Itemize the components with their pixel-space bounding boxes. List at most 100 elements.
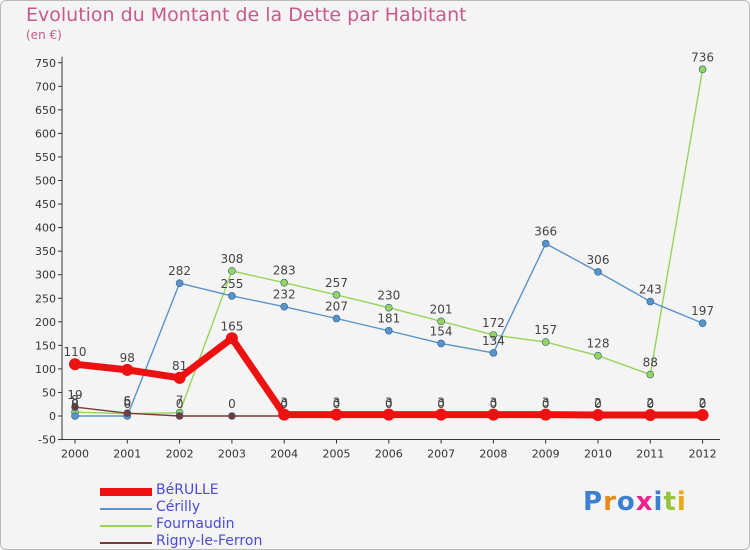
data-label: 197 [691, 304, 714, 318]
y-tick-label: 300 [35, 269, 56, 282]
logo-letter: r [603, 487, 617, 517]
data-label: 110 [64, 345, 87, 359]
logo-letter: i [676, 487, 687, 517]
data-label: 8 [71, 393, 79, 407]
proxiti-logo: Proxiti [583, 487, 687, 517]
y-tick-label: 650 [35, 104, 56, 117]
data-point [698, 65, 707, 74]
data-point [646, 370, 655, 379]
data-label: 283 [273, 264, 296, 278]
data-label: 255 [220, 277, 243, 291]
data-label: 232 [273, 288, 296, 302]
data-label: 0 [176, 397, 184, 411]
data-label: 0 [594, 397, 602, 411]
data-point [71, 412, 79, 420]
y-tick-label: 200 [35, 316, 56, 329]
data-label: 0 [542, 397, 550, 411]
data-label: 19 [67, 388, 82, 402]
x-tick-label: 2011 [636, 448, 664, 461]
legend-item: Rigny-le-Ferron [156, 533, 263, 549]
x-tick-label: 2001 [113, 448, 141, 461]
y-tick-label: 600 [35, 127, 56, 140]
data-label: 3 [437, 396, 445, 410]
data-point [332, 291, 341, 299]
data-label: 181 [377, 312, 400, 326]
legend-item: Fournaudin [156, 516, 235, 532]
data-point [594, 351, 602, 360]
data-point [594, 268, 602, 276]
data-point [71, 403, 79, 411]
data-label: 0 [699, 397, 707, 411]
data-label: 2 [594, 396, 602, 410]
data-point [539, 408, 552, 421]
x-tick-label: 2003 [218, 448, 246, 461]
x-tick-label: 2002 [166, 448, 194, 461]
data-label: 308 [220, 252, 243, 266]
data-point [225, 332, 238, 345]
data-point [592, 409, 604, 422]
logo-letter: t [663, 487, 677, 517]
data-label: 165 [220, 319, 243, 333]
data-point [228, 412, 236, 420]
data-point [330, 408, 343, 421]
data-label: 7 [176, 394, 184, 408]
data-point [173, 371, 186, 384]
data-label: 243 [639, 283, 662, 297]
y-tick-label: 450 [35, 198, 56, 211]
y-tick-label: 550 [35, 151, 56, 164]
data-point [698, 319, 707, 328]
logo-letter: i [653, 487, 664, 517]
y-tick-label: 400 [35, 222, 56, 235]
data-label: 5 [123, 395, 131, 409]
y-tick-label: 700 [35, 80, 56, 93]
data-label: 0 [228, 397, 236, 411]
y-tick-label: 0 [49, 410, 56, 423]
data-label: 172 [482, 316, 505, 330]
series-line-fournaudin [74, 69, 704, 415]
x-tick-label: 2012 [689, 448, 717, 461]
data-label: 257 [325, 276, 348, 290]
data-label: 230 [377, 289, 400, 303]
legend-item: BéRULLE [156, 482, 219, 498]
data-label: 81 [172, 359, 187, 373]
x-tick-label: 2006 [375, 448, 403, 461]
data-point [228, 267, 236, 275]
data-label: 157 [534, 323, 557, 337]
y-tick-label: 100 [35, 363, 56, 376]
y-tick-label: -50 [38, 434, 56, 447]
unit-label: (en €) [26, 28, 62, 42]
data-point [121, 363, 134, 376]
data-point [487, 408, 500, 421]
data-point [384, 326, 393, 335]
data-label: 6 [123, 394, 131, 408]
data-point [332, 314, 341, 323]
data-label: 306 [587, 253, 610, 267]
chart-title: Evolution du Montant de la Dette par Hab… [26, 4, 467, 26]
data-label: 0 [646, 397, 654, 411]
data-label: 3 [333, 396, 341, 410]
data-point [489, 331, 498, 339]
data-label: 2 [699, 396, 707, 410]
x-tick-label: 2005 [323, 448, 351, 461]
data-point [541, 338, 550, 346]
data-label: 3 [280, 396, 288, 410]
data-point [228, 292, 236, 300]
data-point [644, 409, 657, 422]
data-label: 98 [120, 351, 135, 365]
x-tick-label: 2008 [479, 448, 507, 461]
logo-letter: P [583, 487, 604, 517]
y-tick-label: 350 [35, 245, 56, 258]
data-point [696, 409, 709, 422]
data-label: 88 [643, 356, 658, 370]
y-tick-label: 50 [42, 386, 56, 399]
data-label: 3 [490, 396, 498, 410]
x-tick-label: 2004 [270, 448, 298, 461]
y-tick-label: 750 [35, 57, 56, 70]
data-label: 0 [385, 397, 393, 411]
data-label: 282 [168, 264, 191, 278]
data-point [646, 297, 655, 306]
data-point [384, 303, 393, 312]
y-tick-label: 150 [35, 339, 56, 352]
data-point [123, 409, 132, 417]
